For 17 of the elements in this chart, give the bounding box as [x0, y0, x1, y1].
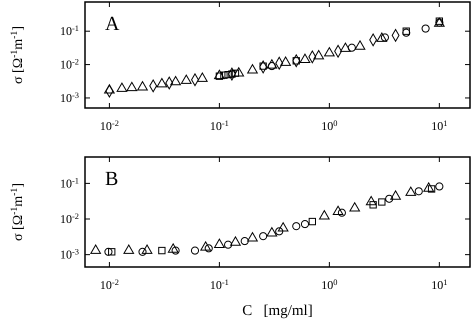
- x-tick-label: 10$^{1}$: [431, 118, 448, 133]
- y-tick-label: 10$^{-3}$: [60, 90, 79, 105]
- x-tick-label: 10$^{0}$: [321, 118, 338, 133]
- annotation: A: [105, 13, 120, 35]
- y-tick-label: 10$^{-1}$: [60, 176, 79, 190]
- x-tick-label: 10$^{-1}$: [210, 278, 229, 292]
- annotation: B: [105, 168, 118, 190]
- x-tick-label: 10$^{-2}$: [100, 278, 119, 292]
- x-tick-label: 10$^{-1}$: [210, 118, 229, 133]
- x-tick-label: 10$^{1}$: [431, 278, 448, 292]
- y-tick-label: 10$^{-2}$: [60, 57, 79, 72]
- y-tick-label: 10$^{-2}$: [60, 212, 79, 226]
- x-tick-label: 10$^{0}$: [321, 278, 338, 292]
- x-axis-title: C [mg/ml]: [242, 303, 313, 319]
- x-tick-label: 10$^{-2}$: [100, 118, 119, 133]
- y-tick-label: 10$^{-1}$: [60, 24, 79, 38]
- y-tick-label: 10$^{-3}$: [60, 247, 79, 262]
